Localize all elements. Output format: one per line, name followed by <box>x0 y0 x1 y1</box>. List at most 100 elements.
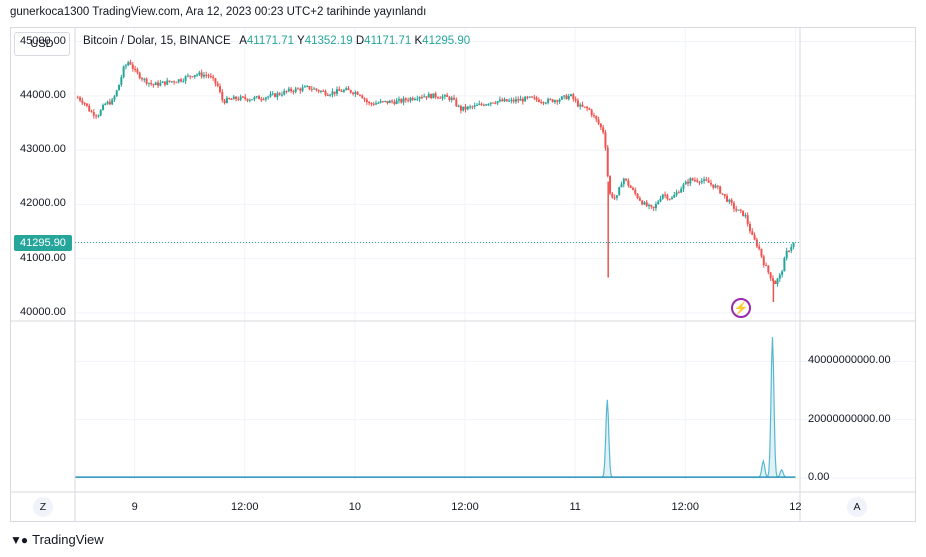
candle-body <box>81 100 84 103</box>
chart-dividers <box>10 27 916 521</box>
price-tick-label: 41000.00 <box>20 251 66 264</box>
candle-body <box>703 179 706 181</box>
open-label: A <box>239 35 247 47</box>
candle-body <box>370 103 373 105</box>
symbol-legend: Bitcoin / Dolar, 15, BINANCE A41171.71 Y… <box>83 35 470 47</box>
candle-body <box>420 97 423 99</box>
candle-body <box>565 95 568 100</box>
candle-body <box>563 95 566 97</box>
candle-body <box>781 271 784 275</box>
candle-body <box>393 101 396 104</box>
candle-body <box>221 91 224 101</box>
candle-body <box>645 202 648 207</box>
candle-body <box>643 202 646 205</box>
candle-body <box>253 97 256 100</box>
grid <box>75 28 915 480</box>
open-value: 41171.71 <box>246 35 295 47</box>
candle-body <box>88 105 91 112</box>
candle-body <box>301 87 304 91</box>
candle-body <box>716 185 719 187</box>
candle-body <box>255 96 258 98</box>
candle-body <box>430 94 433 99</box>
candle-body <box>184 76 187 81</box>
candle-body <box>537 99 540 102</box>
candle-body <box>177 79 180 83</box>
candle-body <box>372 103 375 105</box>
candle-body <box>352 92 355 95</box>
candle-body <box>193 75 196 77</box>
candle-body <box>746 215 749 225</box>
auto-scale-left-button[interactable]: Z <box>33 497 53 517</box>
candle-body <box>489 102 492 105</box>
candle-body <box>615 195 618 198</box>
low-label: D <box>355 35 365 47</box>
candle-body <box>677 192 680 194</box>
candle-body <box>244 96 247 99</box>
candle-body <box>317 90 320 92</box>
currency-button[interactable]: USD <box>14 32 70 56</box>
candle-body <box>574 99 577 101</box>
candle-body <box>241 96 244 98</box>
volume-area <box>75 337 795 478</box>
current-price-tag: 41295.90 <box>14 234 72 251</box>
candle-body <box>404 98 407 101</box>
candle-body <box>313 88 316 90</box>
candle-body <box>414 99 417 101</box>
candle-body <box>384 100 387 102</box>
candle-body <box>434 93 437 98</box>
candle-body <box>182 80 185 82</box>
candle-body <box>237 99 240 101</box>
candle-body <box>634 189 637 194</box>
candle-body <box>673 194 676 198</box>
candle-body <box>381 101 384 103</box>
candle-body <box>274 93 277 98</box>
candle-body <box>375 103 378 105</box>
candle-body <box>443 95 446 97</box>
candle-body <box>97 115 100 117</box>
time-tick-label: 12:00 <box>671 501 700 513</box>
candle-body <box>622 178 625 185</box>
candle-body <box>464 106 467 110</box>
candle-body <box>471 106 474 108</box>
time-tick-label: 12:00 <box>231 501 259 513</box>
publish-line: gunerkoca1300 TradingView.com, Ara 12, 2… <box>10 6 427 18</box>
candle-body <box>599 123 602 128</box>
candle-body <box>611 193 614 198</box>
candle-body <box>140 78 143 80</box>
candle-body <box>159 82 162 86</box>
candle-body <box>391 100 394 102</box>
candle-body <box>533 97 536 99</box>
auto-scale-button[interactable]: A <box>847 497 867 517</box>
candle-body <box>602 127 605 133</box>
lightning-icon[interactable]: ⚡ <box>731 298 751 318</box>
candle-body <box>480 103 483 105</box>
candle-body <box>735 208 738 211</box>
candle-body <box>732 202 735 209</box>
candle-body <box>290 88 293 92</box>
candle-body <box>115 90 118 97</box>
candle-body <box>202 74 205 77</box>
candle-body <box>588 108 591 110</box>
chart-frame <box>10 27 916 522</box>
candle-body <box>131 64 134 69</box>
candle-body <box>276 93 279 98</box>
candle-body <box>402 98 405 103</box>
candle-body <box>285 90 288 92</box>
candle-body <box>212 76 215 79</box>
candle-body <box>294 88 297 92</box>
candle-body <box>657 201 660 205</box>
candle-body <box>498 99 501 102</box>
candle-body <box>648 204 651 207</box>
candle-body <box>129 62 132 65</box>
candle-body <box>228 97 231 100</box>
volume-tick-label: 0.00 <box>808 471 830 483</box>
candle-body <box>230 99 233 101</box>
candle-body <box>771 278 774 281</box>
candle-body <box>758 246 761 249</box>
candle-body <box>186 75 189 77</box>
candle-body <box>469 106 472 108</box>
candle-body <box>570 94 573 96</box>
candle-body <box>753 234 756 240</box>
candle-body <box>567 95 570 100</box>
